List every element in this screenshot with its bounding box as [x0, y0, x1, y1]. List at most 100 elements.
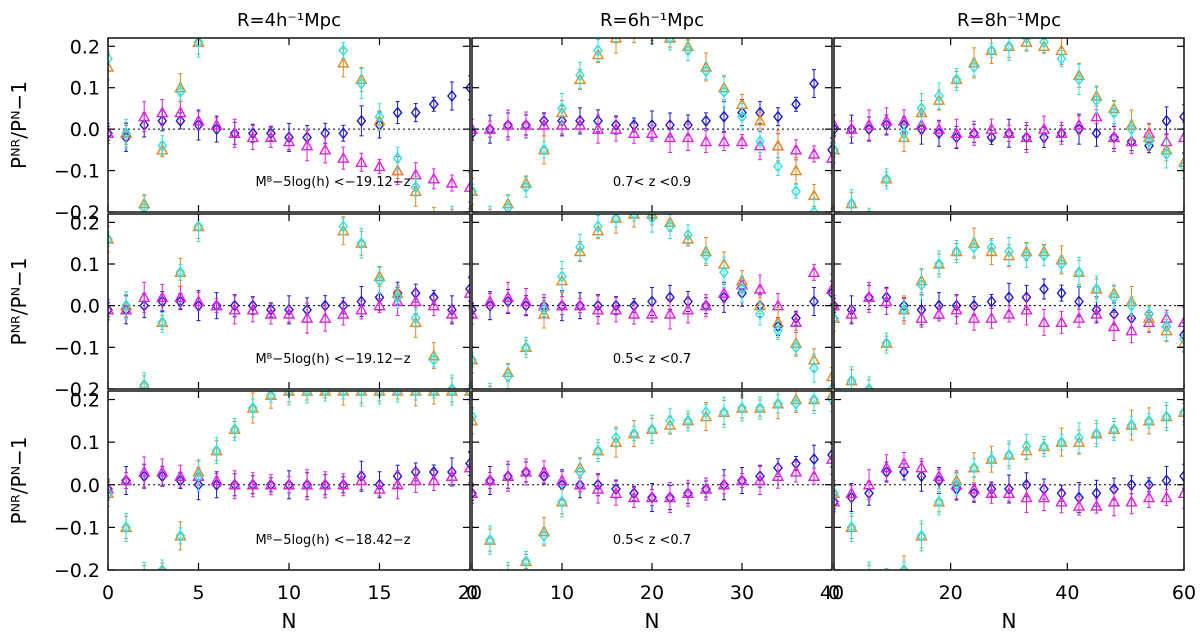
- data-point: [445, 176, 459, 188]
- data-point: [1126, 418, 1137, 432]
- data-point: [865, 215, 873, 225]
- data-point: [864, 215, 874, 224]
- data-point: [934, 89, 944, 103]
- data-point: [356, 391, 367, 398]
- data-point: [573, 118, 587, 130]
- data-point: [719, 266, 729, 279]
- x-axis-label: N: [645, 609, 660, 633]
- data-point: [374, 274, 385, 287]
- data-point: [1004, 291, 1014, 304]
- x-tick-label: 10: [277, 582, 301, 604]
- x-tick-label: 60: [1172, 582, 1196, 604]
- data-point: [249, 0, 257, 10]
- data-point: [773, 160, 783, 173]
- data-point: [246, 130, 259, 143]
- data-point: [1002, 126, 1016, 138]
- x-tick-label: 10: [550, 582, 574, 604]
- data-point: [427, 172, 440, 184]
- data-point: [391, 164, 404, 176]
- column-title-1: R=6h⁻¹Mpc: [600, 10, 704, 31]
- data-point: [575, 241, 585, 254]
- data-point: [1004, 448, 1014, 462]
- data-point: [472, 414, 479, 426]
- y-axis-label: Pᴺᴿ/Pᴺ−1: [7, 81, 31, 169]
- data-point: [1161, 114, 1172, 127]
- data-point: [409, 295, 422, 307]
- data-point: [1039, 282, 1049, 296]
- data-point: [986, 44, 997, 57]
- y-tick-label: 0.2: [70, 36, 100, 58]
- data-point: [108, 486, 115, 498]
- data-point: [356, 114, 367, 127]
- data-point: [445, 469, 459, 481]
- x-tick-label: 20: [458, 582, 482, 604]
- data-point: [719, 406, 729, 419]
- data-point: [337, 478, 350, 490]
- data-point: [1177, 155, 1184, 167]
- data-point: [986, 295, 997, 308]
- data-point: [825, 391, 832, 400]
- data-point: [537, 118, 551, 130]
- data-point: [681, 486, 695, 498]
- data-point: [486, 392, 494, 402]
- series-cyan-diamond: [108, 0, 470, 212]
- data-point: [410, 181, 421, 194]
- series-cyan-diamond: [834, 399, 1184, 570]
- data-point: [557, 102, 567, 115]
- data-point: [213, 176, 221, 186]
- data-point: [591, 122, 605, 134]
- data-point: [986, 131, 997, 144]
- data-point: [264, 307, 278, 319]
- y-tick-label: 0.0: [70, 119, 100, 141]
- data-point: [915, 311, 928, 323]
- data-point: [834, 123, 839, 136]
- data-point: [428, 98, 439, 111]
- data-point: [246, 478, 259, 490]
- y-tick-label: 0.0: [70, 475, 100, 497]
- data-point: [834, 143, 841, 155]
- data-point: [465, 282, 470, 296]
- data-point: [1020, 303, 1033, 315]
- data-point: [845, 122, 858, 134]
- data-point: [934, 495, 944, 508]
- x-tick-label: 40: [1055, 582, 1079, 604]
- data-point: [1109, 423, 1119, 436]
- data-point: [882, 574, 892, 583]
- data-point: [156, 106, 169, 118]
- data-point: [789, 315, 803, 328]
- data-point: [1004, 40, 1014, 53]
- data-point: [193, 470, 204, 483]
- data-point: [773, 324, 783, 337]
- data-point: [593, 220, 603, 233]
- data-point: [1021, 38, 1032, 45]
- data-point: [1177, 486, 1184, 498]
- data-point: [212, 176, 222, 185]
- data-point: [1091, 487, 1102, 500]
- data-point: [537, 465, 551, 477]
- data-point: [834, 495, 839, 508]
- data-point: [609, 486, 623, 498]
- data-point: [246, 303, 259, 315]
- data-point: [1179, 470, 1184, 483]
- data-point: [555, 118, 569, 130]
- data-point: [175, 266, 186, 279]
- data-point: [932, 307, 946, 319]
- data-point: [212, 0, 222, 9]
- data-point: [319, 311, 332, 323]
- data-point: [834, 312, 839, 325]
- data-point: [701, 65, 711, 78]
- data-point: [392, 106, 403, 119]
- data-point: [1109, 291, 1119, 304]
- data-point: [629, 214, 639, 221]
- data-point: [472, 486, 479, 498]
- data-point: [472, 127, 477, 140]
- y-tick-label: −0.2: [54, 379, 100, 401]
- data-point: [609, 122, 623, 134]
- data-point: [575, 69, 585, 82]
- panel-annotation: 0.5< z <0.7: [613, 533, 691, 548]
- data-point: [321, 0, 329, 10]
- data-point: [108, 52, 113, 65]
- data-point: [699, 135, 713, 147]
- data-point: [373, 482, 386, 494]
- data-point: [1037, 315, 1051, 328]
